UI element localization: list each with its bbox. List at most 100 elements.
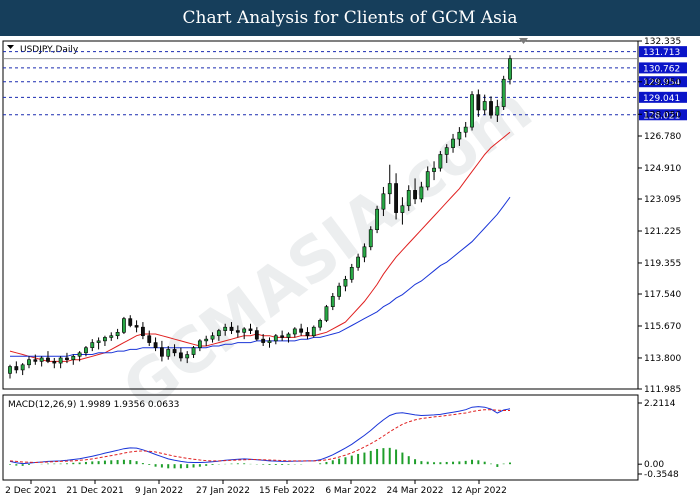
candle — [96, 337, 101, 350]
moving-average-line — [10, 196, 511, 357]
candle-body — [191, 347, 196, 355]
candle — [58, 356, 63, 369]
y-tick-label: 121.225 — [644, 227, 681, 237]
candle — [324, 304, 329, 323]
symbol-menu-icon[interactable] — [7, 45, 14, 49]
candle-body — [128, 318, 133, 326]
y-tick-label: 124.910 — [644, 164, 681, 174]
candle — [134, 320, 139, 333]
y-tick-label: 113.800 — [644, 354, 681, 364]
candle — [349, 263, 354, 283]
macd-panel-frame — [2, 394, 639, 481]
candle-body — [394, 183, 398, 213]
candle-body — [235, 330, 240, 333]
candle — [394, 173, 398, 220]
candle-body — [501, 78, 506, 107]
chart-area: GCMASIA.com USDJPY,Daily MACD(12,26,9) 1… — [2, 37, 687, 496]
candle — [470, 91, 474, 131]
watermark-layer: GCMASIA.com — [109, 72, 545, 425]
candle-body — [90, 342, 95, 349]
candle — [495, 99, 500, 122]
candle — [39, 356, 44, 367]
candle — [90, 339, 95, 352]
candle-body — [77, 352, 82, 357]
level-label: 129.954 — [643, 78, 680, 88]
candle-body — [71, 355, 76, 360]
candle-body — [280, 335, 285, 338]
candle — [52, 357, 57, 369]
candle — [248, 323, 253, 335]
y-tick-label: 117.540 — [644, 290, 681, 300]
candle — [178, 347, 183, 362]
candle-body — [141, 326, 145, 337]
candle-body — [248, 328, 253, 331]
candle — [457, 127, 462, 146]
candles-layer — [8, 55, 512, 379]
candle — [501, 75, 506, 111]
candle — [432, 161, 436, 181]
level-label-bg — [639, 46, 687, 58]
candle-body — [337, 285, 342, 297]
candle — [128, 315, 133, 328]
candle-body — [470, 94, 474, 128]
candle — [103, 335, 107, 346]
candle-body — [508, 58, 512, 80]
level-label: 130.762 — [643, 64, 680, 74]
candle-body — [362, 246, 367, 258]
candle-body — [495, 106, 500, 116]
candle-body — [451, 138, 455, 148]
candle-body — [39, 357, 44, 362]
candle — [375, 205, 379, 234]
candle — [387, 164, 392, 205]
candle — [438, 151, 443, 172]
candle-body — [349, 267, 354, 280]
macd-y-tick-label: 2.2114 — [644, 399, 676, 409]
candle-body — [84, 347, 88, 354]
x-tick-label: 15 Feb 2022 — [259, 486, 315, 496]
candle — [20, 363, 25, 376]
candle — [280, 330, 285, 341]
candle — [273, 334, 278, 345]
candle — [191, 345, 196, 358]
candle — [71, 354, 76, 365]
candle — [46, 351, 50, 364]
candle-body — [65, 357, 69, 360]
candle — [286, 332, 291, 343]
level-label: 129.041 — [643, 94, 680, 104]
candle — [425, 166, 430, 191]
candle-body — [178, 352, 183, 359]
macd-y-tick-label: -0.3548 — [644, 470, 679, 480]
candle-body — [20, 364, 25, 371]
x-tick-label: 9 Jan 2022 — [135, 486, 183, 496]
watermark-text: GCMASIA.com — [109, 72, 545, 425]
candle-body — [216, 330, 221, 337]
shift-marker-icon[interactable] — [519, 38, 528, 44]
candle-body — [318, 320, 323, 328]
candle-body — [330, 296, 335, 307]
candle-body — [109, 335, 114, 338]
candle — [216, 328, 221, 341]
x-tick-label: 12 Apr 2022 — [451, 486, 507, 496]
candle — [77, 351, 82, 362]
candle — [235, 325, 240, 338]
candle — [267, 337, 272, 348]
candle — [451, 133, 455, 153]
candle — [419, 181, 424, 203]
candle-body — [46, 357, 50, 362]
candle — [210, 332, 215, 343]
candle — [292, 327, 297, 338]
candle-body — [438, 154, 443, 169]
candle — [223, 323, 228, 336]
level-label-bg — [639, 76, 687, 88]
y-tick-label: 123.095 — [644, 195, 681, 205]
candle — [406, 185, 411, 211]
y-tick-label: 132.335 — [644, 37, 681, 47]
candle — [242, 327, 247, 340]
candle — [185, 351, 190, 364]
candle — [197, 339, 202, 352]
candle-body — [267, 340, 272, 343]
candle-body — [406, 190, 411, 207]
candle — [508, 55, 512, 85]
candle — [337, 282, 342, 300]
candle-body — [425, 171, 430, 188]
